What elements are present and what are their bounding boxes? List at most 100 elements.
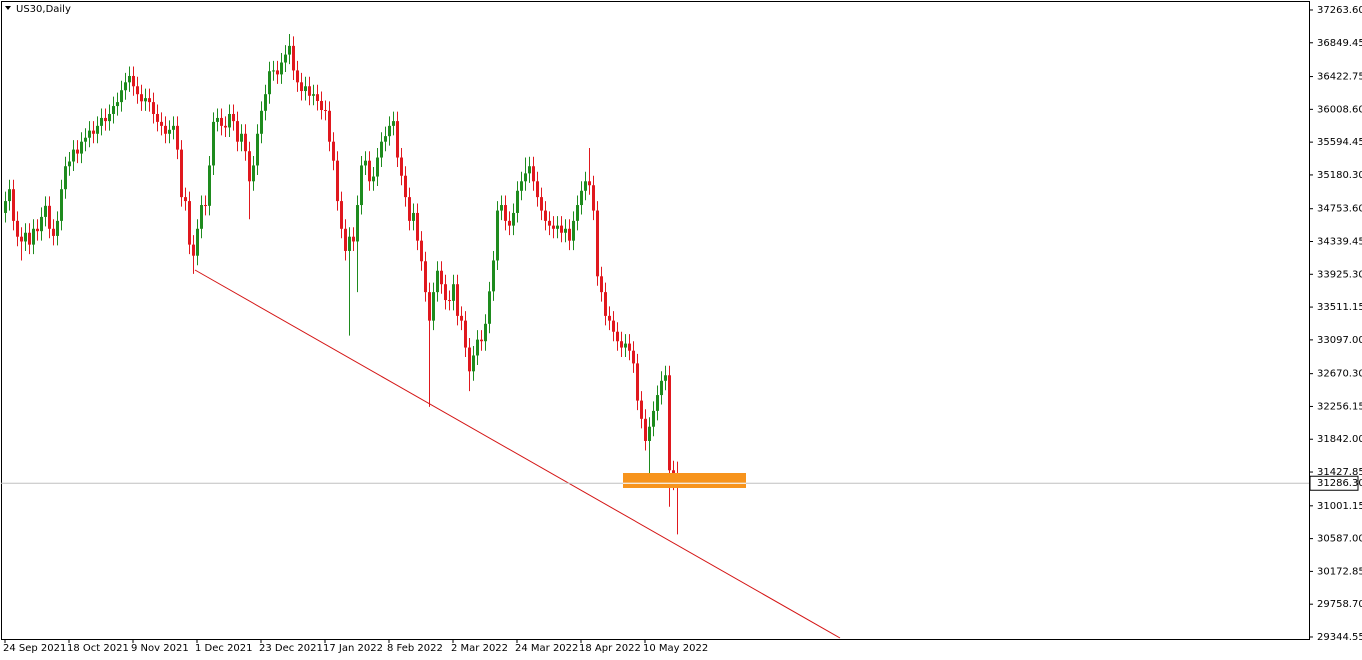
candle-body: [360, 165, 363, 206]
candle-body: [192, 244, 195, 256]
candle-body: [140, 94, 143, 102]
candle-body: [396, 121, 399, 158]
candle-body: [460, 315, 463, 321]
y-tick-label: 30172.85: [1317, 566, 1362, 577]
candle-body: [208, 165, 211, 206]
x-tick-label: 8 Feb 2022: [387, 643, 443, 654]
candle-body: [216, 117, 219, 122]
candle-body: [556, 225, 559, 229]
candle-body: [552, 225, 555, 229]
candle-body: [384, 136, 387, 142]
candle-body: [604, 292, 607, 316]
candle-body: [336, 160, 339, 202]
symbol-label: US30,Daily: [16, 4, 71, 15]
candle-body: [648, 426, 651, 441]
candle-body: [224, 125, 227, 128]
candle-body: [68, 161, 71, 167]
candle-body: [568, 228, 571, 241]
candle-body: [480, 339, 483, 342]
candle-body: [248, 151, 251, 182]
trend-line: [194, 269, 841, 639]
candle-body: [136, 86, 139, 95]
candle-body: [128, 75, 131, 83]
candle-body: [320, 100, 323, 111]
candle-body: [188, 201, 191, 245]
y-tick-label: 31842.00: [1317, 434, 1362, 445]
candle-body: [24, 232, 27, 242]
current-price-label: 31286.30: [1317, 478, 1362, 489]
candle-body: [108, 113, 111, 122]
overlay: [1, 473, 1309, 488]
candle-body: [116, 102, 119, 107]
y-tick-label: 31427.85: [1317, 467, 1362, 478]
candle-body: [428, 292, 431, 321]
candle-body: [656, 395, 659, 411]
candle-body: [244, 133, 247, 152]
candle-body: [36, 228, 39, 232]
candle-body: [196, 228, 199, 256]
candle-body: [464, 320, 467, 348]
candle-body: [296, 70, 299, 83]
plot-frame: [1, 1, 1310, 640]
candle-body: [112, 106, 115, 114]
candle-body: [144, 98, 147, 102]
x-tick-label: 2 Mar 2022: [451, 643, 508, 654]
y-tick-label: 36849.45: [1317, 38, 1362, 49]
candle-body: [12, 189, 15, 221]
candle-body: [56, 220, 59, 236]
candle-body: [404, 175, 407, 198]
candle-body: [304, 86, 307, 92]
candle-body: [524, 173, 527, 182]
candle-body: [88, 130, 91, 138]
candle-body: [488, 291, 491, 324]
y-tick-label: 34753.60: [1317, 204, 1362, 215]
y-tick-label: 29758.70: [1317, 599, 1362, 610]
candle-body: [496, 210, 499, 261]
candle-body: [580, 190, 583, 206]
candle-body: [616, 331, 619, 342]
candle-body: [204, 205, 207, 207]
candle-body: [132, 75, 135, 87]
candle-body: [120, 90, 123, 103]
candle-body: [612, 320, 615, 332]
y-tick-label: 29344.55: [1317, 632, 1362, 643]
candle-body: [72, 149, 75, 162]
x-tick-label: 10 May 2022: [643, 643, 708, 654]
candle-body: [636, 363, 639, 401]
candle-body: [100, 117, 103, 126]
y-tick-label: 32670.30: [1317, 369, 1362, 380]
candle-body: [200, 205, 203, 229]
y-tick-label: 36008.60: [1317, 104, 1362, 115]
candle-body: [4, 201, 7, 213]
candle-body: [92, 130, 95, 134]
candle-body: [324, 110, 327, 112]
symbol-menu-arrow[interactable]: [5, 6, 11, 10]
candle-body: [272, 70, 275, 72]
candle-body: [564, 228, 567, 233]
candles: [4, 34, 679, 535]
y-tick-label: 33097.00: [1317, 335, 1362, 346]
candle-body: [484, 323, 487, 342]
y-tick-label: 35180.30: [1317, 170, 1362, 181]
candle-body: [368, 160, 371, 182]
y-tick-label: 35594.45: [1317, 137, 1362, 148]
candle-body: [452, 284, 455, 301]
candle-body: [576, 205, 579, 221]
candle-body: [84, 137, 87, 142]
candle-body: [20, 236, 23, 242]
candle-body: [632, 350, 635, 364]
current-price-box: [1309, 475, 1359, 491]
x-tick-label: 9 Nov 2021: [131, 643, 189, 654]
candle-body: [260, 110, 263, 134]
candle-body: [48, 205, 51, 229]
candle-body: [644, 418, 647, 441]
candle-body: [240, 133, 243, 142]
candle-body: [500, 205, 503, 211]
candle-body: [32, 228, 35, 245]
candle-body: [440, 270, 443, 285]
candle-body: [228, 113, 231, 128]
candle-body: [28, 232, 31, 245]
candle-body: [16, 220, 19, 237]
y-tick-label: 34339.45: [1317, 237, 1362, 248]
